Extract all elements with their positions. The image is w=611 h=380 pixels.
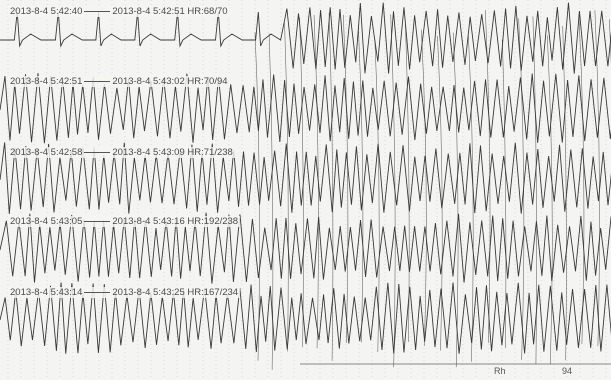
strip-5-start: 2013-8-4 5:43:14 <box>10 287 83 298</box>
strip-2-start: 2013-8-4 5:42:51 <box>10 76 83 87</box>
ecg-sweep <box>313 15 319 349</box>
ecg-trace-row <box>0 282 611 354</box>
ecg-sweep <box>284 23 289 352</box>
ecg-sweep <box>562 26 567 361</box>
strip-2-end: 2013-8-4 5:43:02 <box>112 76 185 87</box>
ecg-trace-row <box>0 2 611 74</box>
ecg-sweep <box>532 16 538 365</box>
ecg-sweep <box>452 32 459 368</box>
strip-label-2: 2013-8-4 5:42:51 2013-8-4 5:43:02 HR:70/9… <box>8 76 230 87</box>
strip-3-hr: HR:71/238 <box>187 147 233 158</box>
strip-3-end: 2013-8-4 5:43:09 <box>112 147 185 158</box>
strip-4-start: 2013-8-4 5:43:05 <box>10 216 83 227</box>
ecg-sweep <box>437 36 443 351</box>
strip-1-hr: HR:68/70 <box>187 6 228 17</box>
ecg-sweep <box>357 25 364 343</box>
ecg-sweep <box>299 17 304 348</box>
ecg-sweep <box>390 14 396 368</box>
strip-3-start: 2013-8-4 5:42:58 <box>10 147 83 158</box>
strip-1-start: 2013-8-4 5:42:40 <box>10 6 83 17</box>
footer-mark-right: 94 <box>562 366 573 376</box>
ecg-sweep <box>254 32 260 361</box>
ecg-sweep <box>342 14 349 343</box>
strip-4-hr: HR:192/238 <box>187 216 239 227</box>
strip-label-3: 2013-8-4 5:42:58 2013-8-4 5:43:09 HR:71/2… <box>8 147 235 158</box>
ecg-sweep <box>405 24 410 342</box>
ecg-sweep <box>468 36 474 362</box>
ecg-sweep <box>518 18 525 360</box>
ecg-sweep <box>578 14 585 345</box>
ecg-sweep <box>501 39 507 348</box>
strip-1-end: 2013-8-4 5:42:51 <box>112 6 185 17</box>
footer-mark-left: Rh <box>494 366 506 376</box>
ecg-sweep <box>421 29 427 346</box>
strip-label-5: 2013-8-4 5:43:14 2013-8-4 5:43:25 HR:167/… <box>8 287 241 298</box>
ecg-sweep <box>374 38 380 353</box>
ecg-sweep <box>328 13 334 361</box>
strip-5-hr: HR:167/234 <box>187 287 239 298</box>
strip-5-end: 2013-8-4 5:43:25 <box>112 287 185 298</box>
strip-4-end: 2013-8-4 5:43:16 <box>112 216 185 227</box>
strip-2-hr: HR:70/94 <box>187 76 228 87</box>
ecg-sweep <box>546 35 553 365</box>
strip-label-4: 2013-8-4 5:43:05 2013-8-4 5:43:16 HR:192/… <box>8 216 241 227</box>
ecg-sweep <box>268 33 274 370</box>
ecg-sweep <box>594 10 600 347</box>
ecg-traces <box>0 2 611 370</box>
ecg-trace-row <box>0 73 611 144</box>
ecg-sweep <box>485 10 491 343</box>
strip-label-1: 2013-8-4 5:42:40 2013-8-4 5:42:51 HR:68/7… <box>8 6 230 17</box>
